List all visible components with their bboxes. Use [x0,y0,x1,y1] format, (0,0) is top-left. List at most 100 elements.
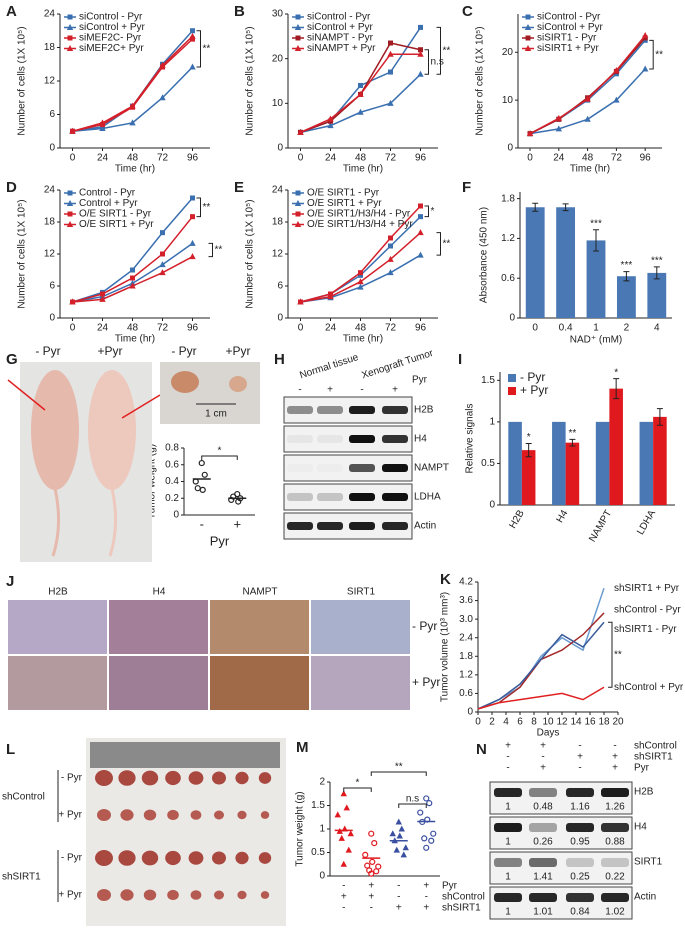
data-point [343,804,350,811]
x-tick-label: 2 [624,323,630,334]
ihc-image [311,600,410,654]
data-point [369,858,376,866]
blot-sign: + [612,763,618,774]
legend-marker [524,24,532,30]
x-tick-label: 8 [531,717,537,728]
error-bar [569,438,576,447]
significance-label: ** [203,202,211,213]
data-point [357,108,364,115]
legend-marker [66,200,74,206]
blot-sign: - [298,385,301,396]
data-point [230,493,237,500]
panel-letter: I [458,351,462,368]
x-tick-label: 4 [503,717,509,728]
data-point [357,278,364,285]
blot-quantification: 1.41 [533,872,553,883]
x-tick-label: 0 [70,323,76,334]
row-label: - Pyr [61,773,83,784]
blot-quantification: 0.26 [533,837,553,848]
data-point [334,811,341,818]
y-tick-label: 0.4 [165,476,179,487]
blot-sign: - [613,741,616,752]
data-point [358,82,363,88]
photo-label: +Pyr [97,344,122,358]
series-line [477,621,605,710]
data-point [358,272,363,278]
y-axis-label: Number of cells (1X 10⁵) [17,26,28,135]
series-line [477,587,605,710]
blot-label: Actin [414,521,436,532]
y-tick-label: 18 [44,217,56,228]
blot-band [349,464,375,472]
significance-label: ** [395,762,403,773]
legend-marker [295,211,301,217]
x-tick-label: 72 [611,153,623,164]
legend-marker [67,35,73,41]
error-bar [525,442,532,458]
blot-quantification: 0.88 [605,837,625,848]
significance-label: ** [443,45,451,56]
x-tick-label: 72 [385,323,397,334]
panel-letter: C [462,3,473,20]
data-point [190,36,195,42]
legend-label: O/E SIRT1 - Pyr [79,209,152,220]
y-tick-label: 30 [272,9,284,20]
legend-marker [66,24,74,30]
x-tick-label: 96 [640,153,652,164]
x-tick-label: 48 [127,323,139,334]
blot-label: H2B [414,405,434,416]
tumor [143,809,157,821]
y-tick-label: 0.5 [481,458,495,469]
blot-sign: + [540,741,546,752]
y-axis-label: Absorbance (450 nm) [479,207,490,303]
blot-band [349,522,375,530]
blot-quantification: 1 [505,837,511,848]
condition-label: shSIRT1 [442,903,481,914]
legend-marker [67,190,73,196]
legend-label: siSIRT1 - Pyr [537,33,597,44]
y-tick-label: 1.8 [459,651,473,662]
x-tick-label: 16 [584,717,596,728]
blot-sign: + [392,385,398,396]
x-tick-label: 48 [582,153,594,164]
blot-sign: - [506,752,509,763]
bracket [608,621,613,688]
blot-sign: + [577,752,583,763]
significance-label: n.s [431,57,444,68]
y-tick-label: 1.8 [501,193,515,204]
data-point [189,253,196,260]
legend-marker [295,35,301,41]
x-tick-label: 96 [415,323,427,334]
data-point [69,127,76,134]
significance-label: *** [651,256,663,267]
legend-label: siControl - Pyr [537,12,601,23]
data-point [426,800,433,807]
legend-label: O/E SIRT1 + Pyr [79,219,154,230]
tumor [214,890,224,900]
data-point [417,229,424,236]
data-point [418,47,423,53]
data-point [129,119,136,126]
tumor [141,850,159,866]
blot-frame [489,851,633,885]
x-tick-label: 0 [70,153,76,164]
y-tick-label: 0.5 [311,847,325,858]
x-tick-label: - [200,516,204,531]
panel-letter: E [234,179,244,196]
photo-label: - Pyr [35,344,60,358]
y-tick-label: 0 [277,143,283,154]
bar [609,388,623,505]
y-tick-label: 1.2 [459,669,473,680]
condition-sign: - [397,892,400,903]
blot-header: Normal tissue [298,352,360,381]
tumor [212,771,226,785]
data-point [584,95,591,102]
error-bar [653,266,660,280]
data-point [418,214,423,220]
y-tick-label: 2.4 [459,632,473,643]
x-tick-label: 96 [187,153,199,164]
data-point [396,832,403,839]
legend-marker [67,14,73,20]
bar [508,421,522,505]
tumor [235,771,249,785]
